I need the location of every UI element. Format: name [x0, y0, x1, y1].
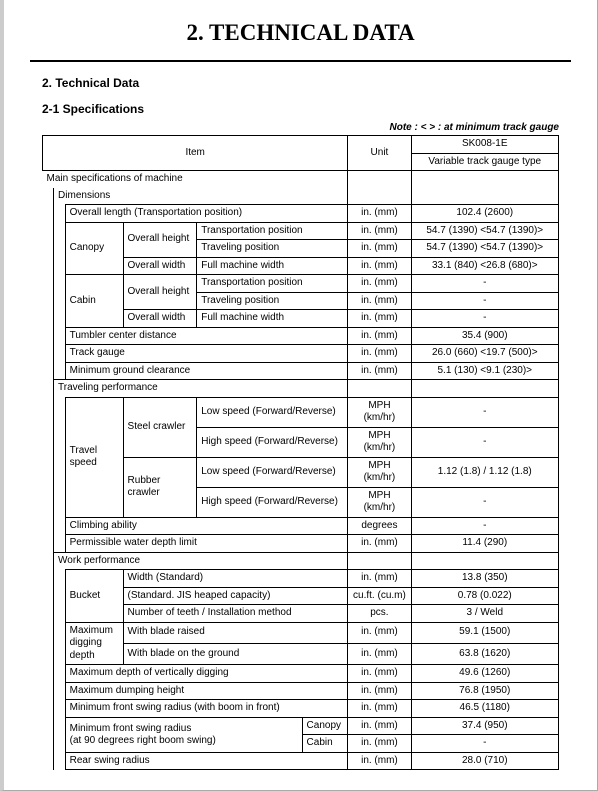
note-text: Note : < > : at minimum track gauge	[42, 122, 559, 133]
section-row: Main specifications of machine	[43, 171, 559, 188]
table-row: Minimum front swing radius (at 90 degree…	[43, 717, 559, 735]
table-row: Track gauge in. (mm) 26.0 (660) <19.7 (5…	[43, 345, 559, 363]
spec-table: Item Unit SK008-1E Variable track gauge …	[42, 135, 559, 770]
cell-unit: in. (mm)	[348, 205, 411, 223]
header-variant: Variable track gauge type	[411, 153, 558, 171]
table-row: Travel speed Steel crawler Low speed (Fo…	[43, 397, 559, 427]
cell-overall-height: Overall height	[123, 222, 197, 257]
document-page: 2. TECHNICAL DATA 2. Technical Data 2-1 …	[0, 0, 598, 791]
table-row: Rear swing radius in. (mm) 28.0 (710)	[43, 752, 559, 770]
header-item: Item	[43, 136, 348, 171]
table-row: Cabin Overall height Transportation posi…	[43, 275, 559, 293]
table-row: Permissible water depth limit in. (mm) 1…	[43, 535, 559, 553]
table-row: Canopy Overall height Transportation pos…	[43, 222, 559, 240]
section-heading: 2. Technical Data	[42, 76, 559, 90]
table-row: Overall length (Transportation position)…	[43, 205, 559, 223]
section-main: Main specifications of machine	[43, 171, 348, 188]
subsection-heading: 2-1 Specifications	[42, 102, 559, 116]
cell-value: 102.4 (2600)	[411, 205, 558, 223]
table-row: Minimum front swing radius (with boom in…	[43, 700, 559, 718]
table-row: Bucket Width (Standard) in. (mm) 13.8 (3…	[43, 570, 559, 588]
table-row: Maximum dumping height in. (mm) 76.8 (19…	[43, 682, 559, 700]
section-row: Work performance	[43, 552, 559, 570]
cell-travel-speed: Travel speed	[65, 397, 123, 517]
cell-overall-length: Overall length (Transportation position)	[65, 205, 348, 223]
table-row: Maximum depth of vertically digging in. …	[43, 665, 559, 683]
header-unit: Unit	[348, 136, 411, 171]
table-row: Minimum ground clearance in. (mm) 5.1 (1…	[43, 362, 559, 380]
table-row: Tumbler center distance in. (mm) 35.4 (9…	[43, 327, 559, 345]
cell-transport-pos: Transportation position	[197, 222, 348, 240]
table-row: Maximum digging depth With blade raised …	[43, 622, 559, 643]
cell-cabin: Cabin	[65, 275, 123, 328]
section-row: Traveling performance	[43, 380, 559, 398]
table-header-row: Item Unit SK008-1E	[43, 136, 559, 154]
page-title: 2. TECHNICAL DATA	[30, 0, 571, 62]
header-model: SK008-1E	[411, 136, 558, 154]
section-dim: Dimensions	[54, 188, 348, 205]
cell-canopy: Canopy	[65, 222, 123, 275]
table-row: Climbing ability degrees -	[43, 517, 559, 535]
